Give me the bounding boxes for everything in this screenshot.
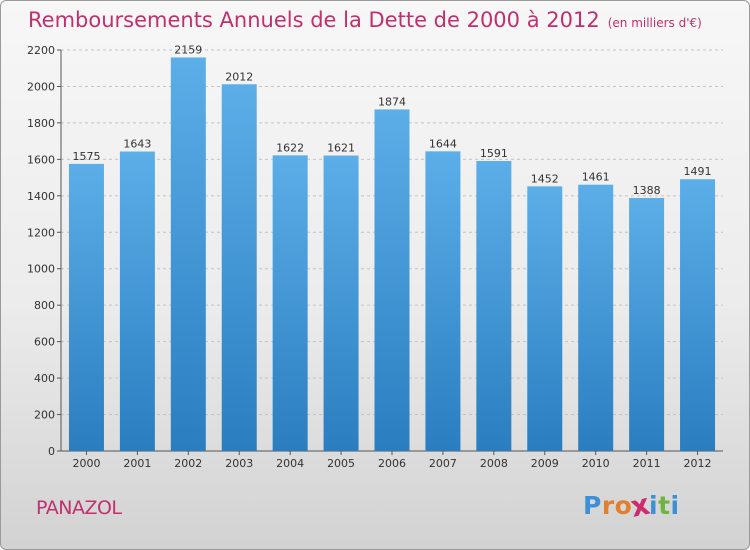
- y-tick-label: 2200: [27, 44, 55, 57]
- bar: [272, 155, 308, 451]
- data-label: 1461: [582, 171, 610, 184]
- logo-letter: i: [649, 491, 659, 520]
- data-label: 1874: [378, 95, 406, 108]
- y-tick-label: 1400: [27, 190, 55, 203]
- x-tick-label: 2005: [327, 457, 355, 470]
- x-tick-label: 2000: [72, 457, 100, 470]
- bar: [68, 163, 104, 451]
- bar: [629, 198, 665, 451]
- bar: [425, 151, 461, 452]
- bar: [119, 151, 155, 451]
- x-tick-label: 2008: [480, 457, 508, 470]
- data-label: 1452: [531, 172, 559, 185]
- data-label: 1491: [684, 165, 712, 178]
- x-tick-label: 2001: [123, 457, 151, 470]
- x-tick-label: 2002: [174, 457, 202, 470]
- bar: [476, 161, 512, 451]
- x-tick-label: 2011: [633, 457, 661, 470]
- bar: [527, 186, 563, 451]
- y-tick-label: 1600: [27, 153, 55, 166]
- data-label: 1621: [327, 142, 355, 155]
- data-label: 1644: [429, 137, 457, 150]
- y-tick-label: 2000: [27, 80, 55, 93]
- data-label: 2012: [225, 70, 253, 83]
- bar: [170, 57, 206, 452]
- x-tick-label: 2006: [378, 457, 406, 470]
- y-tick-label: 400: [34, 372, 55, 385]
- y-tick-label: 800: [34, 299, 55, 312]
- logo-letter: o: [614, 491, 633, 520]
- x-tick-label: 2009: [531, 457, 559, 470]
- y-tick-label: 1800: [27, 117, 55, 130]
- proxiti-logo: Proxiti: [583, 487, 680, 524]
- x-tick-label: 2003: [225, 457, 253, 470]
- x-tick-label: 2012: [684, 457, 712, 470]
- x-tick-label: 2007: [429, 457, 457, 470]
- x-tick-label: 2010: [582, 457, 610, 470]
- data-label: 1591: [480, 147, 508, 160]
- bar: [680, 179, 716, 451]
- logo-letter: P: [583, 491, 602, 520]
- logo-letter: i: [670, 491, 680, 520]
- data-label: 1643: [123, 138, 151, 151]
- data-label: 1622: [276, 141, 304, 154]
- logo-letter: r: [601, 491, 615, 520]
- y-tick-label: 1200: [27, 226, 55, 239]
- title-text: Remboursements Annuels de la Dette de 20…: [28, 8, 600, 32]
- bar: [221, 84, 257, 451]
- data-label: 1575: [72, 150, 100, 163]
- logo-letter: t: [658, 491, 671, 520]
- y-tick-label: 0: [48, 445, 55, 458]
- data-label: 2159: [174, 43, 202, 56]
- unit-label: (en milliers d'€): [607, 16, 702, 30]
- y-tick-label: 200: [34, 409, 55, 422]
- commune-name: PANAZOL: [36, 497, 122, 519]
- bar: [578, 184, 614, 452]
- y-tick-label: 1000: [27, 263, 55, 276]
- x-tick-label: 2004: [276, 457, 304, 470]
- bar: [323, 155, 359, 452]
- y-tick-label: 600: [34, 336, 55, 349]
- chart-title: Remboursements Annuels de la Dette de 20…: [28, 8, 702, 32]
- bar: [374, 109, 410, 452]
- data-label: 1388: [633, 184, 661, 197]
